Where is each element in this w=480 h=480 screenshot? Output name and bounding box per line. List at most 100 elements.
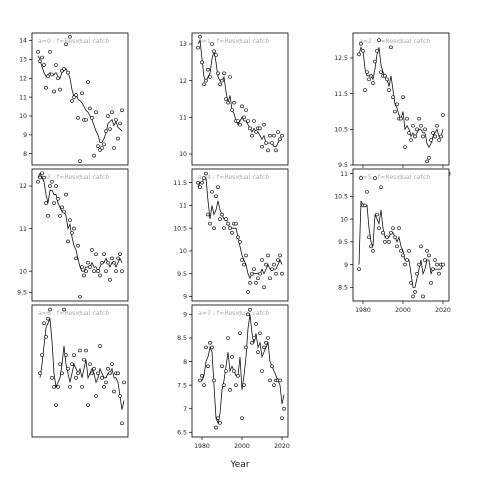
data-point (373, 176, 377, 180)
data-point (62, 209, 66, 214)
data-point (76, 243, 80, 248)
data-point (122, 380, 126, 385)
data-point (94, 394, 98, 398)
y-tick-label: 10 (179, 151, 187, 158)
data-point (68, 385, 72, 389)
data-point (114, 117, 118, 122)
data-point (365, 70, 369, 75)
panel-title: a=0 : f=Residual catch (38, 38, 109, 45)
fit-line (197, 39, 282, 148)
data-point (92, 269, 96, 273)
data-point (379, 70, 383, 75)
data-point (393, 235, 397, 240)
data-point (208, 75, 212, 79)
data-point (367, 235, 371, 240)
data-point (226, 221, 230, 226)
y-tick-label: 8.5 (338, 285, 348, 292)
data-point (373, 59, 377, 64)
data-point (367, 77, 371, 82)
data-point (252, 119, 256, 123)
data-point (421, 134, 425, 139)
data-point (84, 348, 88, 353)
data-point (200, 180, 204, 185)
data-point (425, 159, 429, 164)
data-point (70, 231, 74, 235)
data-point (46, 74, 50, 79)
data-point (441, 262, 445, 267)
data-point (230, 355, 234, 359)
data-point (254, 280, 258, 285)
data-point (248, 280, 252, 285)
y-tick-label: 7 (183, 406, 187, 413)
y-tick-label: 11 (19, 94, 27, 101)
data-point (212, 378, 216, 383)
data-point (272, 133, 276, 138)
data-point (72, 226, 76, 231)
fit-line (197, 177, 283, 280)
data-point (116, 256, 120, 261)
data-point (102, 252, 106, 256)
data-point (102, 385, 106, 389)
data-point (262, 122, 266, 127)
y-tick-label: 7.5 (177, 382, 187, 389)
data-point (220, 78, 224, 83)
data-point (379, 185, 383, 190)
y-tick-label: 14 (19, 38, 27, 45)
data-point (202, 383, 206, 387)
data-point (399, 116, 403, 121)
data-point (60, 371, 64, 376)
data-point (110, 362, 114, 366)
data-point (40, 353, 44, 357)
data-point (383, 74, 387, 78)
data-point (96, 269, 100, 273)
panel-frame (31, 168, 129, 302)
data-point (62, 307, 66, 312)
data-point (413, 134, 417, 139)
data-point (387, 88, 391, 92)
x-axis-label: Year (230, 460, 250, 470)
data-point (274, 271, 278, 276)
data-point (250, 340, 254, 345)
data-point (222, 226, 226, 230)
data-point (100, 260, 104, 265)
data-point (224, 369, 228, 373)
data-point (222, 383, 226, 387)
data-point (242, 383, 246, 387)
data-point (50, 376, 54, 380)
data-point (276, 130, 280, 134)
y-tick-label: 11 (179, 115, 187, 122)
data-point (411, 294, 415, 299)
data-point (216, 185, 220, 190)
data-point (82, 357, 86, 362)
data-point (407, 131, 411, 135)
data-point (66, 366, 70, 371)
data-point (417, 262, 421, 267)
data-point (70, 99, 74, 103)
data-point (52, 201, 56, 205)
x-tick-label: 2020 (274, 443, 290, 450)
data-point (94, 110, 98, 114)
data-point (377, 38, 381, 42)
data-point (270, 141, 274, 145)
data-point (100, 146, 104, 150)
panel-a-0: a=0 : f=Residual catch 8 9 10 11 12 13 14 (19, 32, 129, 166)
data-point (369, 74, 373, 78)
data-point (112, 389, 116, 394)
data-point (280, 133, 284, 138)
data-point (40, 55, 44, 60)
data-point (260, 258, 264, 262)
data-point (206, 212, 210, 217)
data-point (80, 265, 84, 269)
data-point (397, 226, 401, 230)
data-point (254, 322, 258, 326)
data-point (361, 49, 365, 53)
data-point (282, 406, 286, 411)
data-point (399, 249, 403, 253)
data-point (437, 271, 441, 276)
data-point (56, 76, 60, 81)
data-point (206, 364, 210, 369)
data-point (391, 95, 395, 100)
data-point (64, 353, 68, 357)
y-tick-label: 12.5 (334, 55, 348, 62)
data-point (120, 108, 124, 113)
